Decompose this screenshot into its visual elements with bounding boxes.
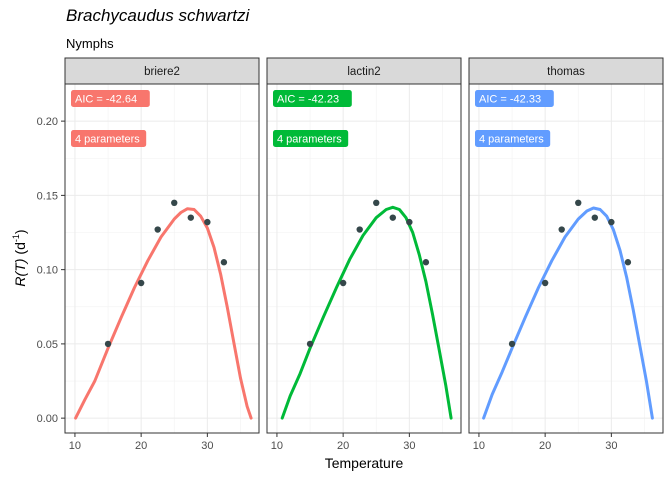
- panel-border: [64, 83, 260, 434]
- data-point: [422, 259, 430, 266]
- data-point: [137, 279, 145, 287]
- data-point: [608, 218, 615, 226]
- chart-subtitle: Nymphs: [66, 36, 114, 51]
- aic-label-box: [71, 90, 150, 107]
- x-tick-label: 20: [135, 440, 147, 452]
- y-tick-label: 0.15: [37, 190, 58, 202]
- data-point: [171, 199, 178, 207]
- facet-strip: [468, 57, 664, 85]
- data-point: [339, 279, 347, 287]
- data-point: [591, 214, 599, 221]
- facet-strip-label: briere2: [144, 66, 180, 78]
- data-point: [406, 218, 413, 226]
- x-tick-label: 10: [69, 440, 81, 452]
- params-label: 4 parameters: [277, 134, 342, 146]
- facet-panel-lactin2: lactin2 AIC = -42.23 4 parameters 10 20 30: [266, 57, 462, 452]
- data-point: [154, 226, 161, 233]
- aic-label: AIC = -42.23: [277, 94, 339, 106]
- data-point: [624, 259, 632, 266]
- data-point: [575, 199, 582, 207]
- facet-strip-label: thomas: [547, 66, 585, 78]
- data-point: [104, 340, 112, 348]
- aic-label: AIC = -42.33: [479, 94, 541, 106]
- data-point: [306, 340, 314, 348]
- panel-border: [266, 83, 462, 434]
- facet-panel-thomas: thomas AIC = -42.33 4 parameters 10 20 30: [468, 57, 664, 452]
- panel-border: [468, 83, 664, 434]
- params-label: 4 parameters: [479, 134, 544, 146]
- y-tick-label: 0.05: [37, 339, 58, 351]
- chart-title: Brachycaudus schwartzi: [66, 6, 251, 25]
- facet-strip: [64, 57, 260, 85]
- data-point: [558, 226, 565, 233]
- x-tick-label: 10: [473, 440, 485, 452]
- params-label-box: [71, 130, 147, 147]
- data-point: [508, 340, 516, 348]
- facet-strip-label: lactin2: [347, 66, 380, 78]
- data-point: [187, 214, 195, 221]
- x-tick-label: 30: [201, 440, 213, 452]
- y-tick-label: 0.00: [37, 413, 58, 425]
- data-point: [204, 218, 211, 226]
- aic-label-box: [273, 90, 352, 107]
- params-label-box: [273, 130, 349, 147]
- data-point: [389, 214, 397, 221]
- y-tick-label: 0.10: [37, 265, 58, 277]
- params-label: 4 parameters: [75, 134, 140, 146]
- aic-label: AIC = -42.64: [75, 94, 137, 106]
- x-tick-label: 30: [605, 440, 617, 452]
- x-tick-label: 10: [271, 440, 283, 452]
- y-tick-label: 0.20: [37, 116, 58, 128]
- x-tick-label: 20: [337, 440, 349, 452]
- facet-panel-briere2: briere2 AIC = -42.64 4 parameters 10 20 30: [64, 57, 260, 452]
- model-curve-briere2: [74, 207, 253, 420]
- y-axis-title: R(T)(d-1): [11, 229, 28, 286]
- data-point: [220, 259, 228, 266]
- data-point: [541, 279, 549, 287]
- params-label-box: [475, 130, 551, 147]
- data-point: [373, 199, 380, 207]
- data-point: [356, 226, 363, 233]
- x-axis-title: Temperature: [325, 455, 404, 471]
- x-tick-label: 20: [539, 440, 551, 452]
- y-axis: 0.00 0.05 0.10 0.15 0.20: [37, 116, 65, 425]
- aic-label-box: [475, 90, 554, 107]
- facet-strip: [266, 57, 462, 85]
- x-tick-label: 30: [403, 440, 415, 452]
